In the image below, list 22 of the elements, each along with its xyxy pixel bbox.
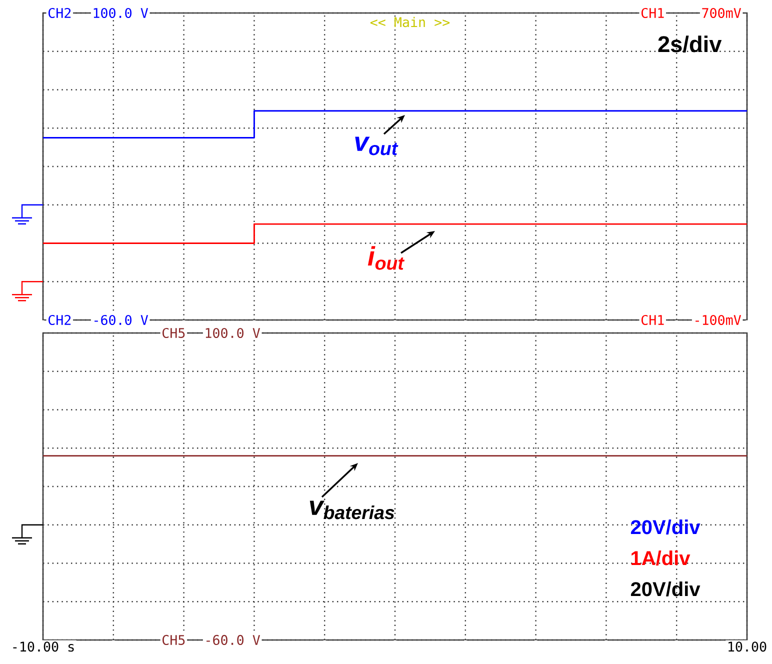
series-label: i$_{out}$ [368,246,405,270]
y-tick-label: -60.0 V [94,314,148,326]
series-label: v$_{baterias}$ [310,500,394,520]
y2-tick-label: -100mV [696,314,742,326]
annotation: 20V/div [630,582,700,596]
series-label: v$_{out}$ [355,136,398,156]
annotation: 20V/div [630,520,700,534]
x-tick-label: 10.00 [728,642,766,652]
x-tick-label: -10.00 s [13,642,74,652]
annotation: 1A/div [632,550,690,566]
annotation: 2s/div [658,36,722,52]
y2-tick-label: 700mV [702,8,742,18]
y-tick-label: 100.0 V [94,8,148,18]
text: CH2 [48,8,71,18]
y-tick-label: -60.0 V [206,634,260,646]
annotation: << Main >> [370,16,450,28]
text: CH5 [162,328,185,338]
y-tick-label: 100.0 V [206,328,260,338]
y-axis-title: CH5 [162,634,185,646]
y-axis-title: CH2 [48,314,71,326]
text: CH1 [642,8,664,18]
y2-axis-title: CH1 [642,314,664,326]
